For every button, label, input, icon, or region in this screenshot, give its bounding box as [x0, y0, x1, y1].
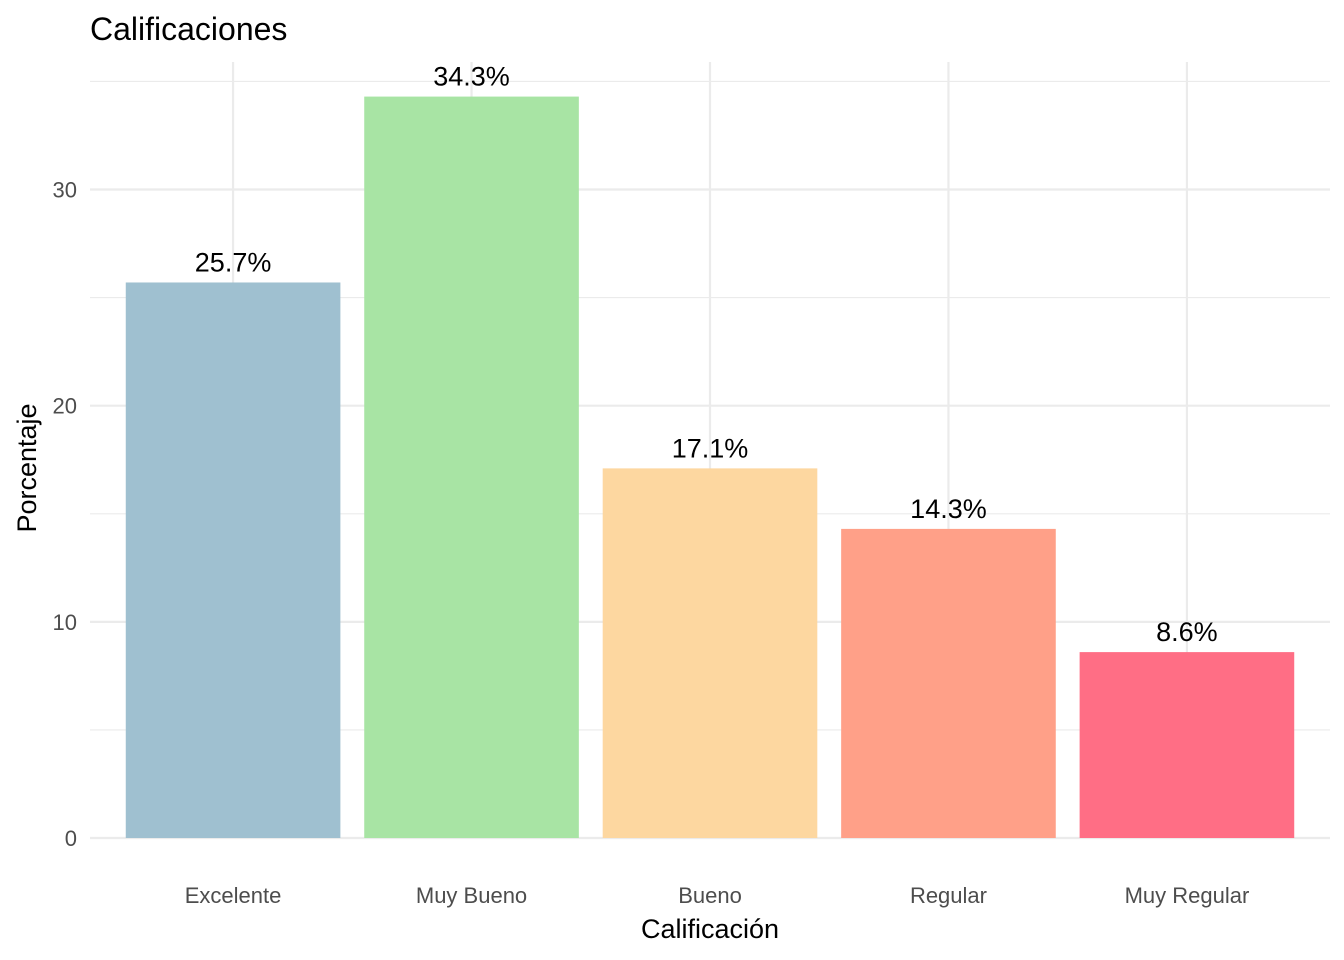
- y-tick-label: 10: [53, 610, 77, 635]
- x-tick-label: Excelente: [185, 883, 282, 908]
- y-tick-label: 20: [53, 394, 77, 419]
- label-layer: 25.7% 34.3% 17.1% 14.3% 8.6%: [195, 62, 1218, 648]
- bar-excelente: [125, 282, 341, 838]
- bar-muy-regular: [1079, 652, 1295, 838]
- data-label: 34.3%: [433, 62, 510, 92]
- data-label: 25.7%: [195, 247, 272, 277]
- x-axis-title: Calificación: [641, 914, 779, 944]
- data-label: 14.3%: [910, 494, 987, 524]
- bar-bueno: [602, 468, 818, 838]
- x-tick-label: Muy Bueno: [416, 883, 527, 908]
- tick-layer: Excelente Muy Bueno Bueno Regular Muy Regula…: [53, 178, 1250, 908]
- bar-muy-bueno: [364, 96, 579, 838]
- y-tick-label: 0: [65, 826, 77, 851]
- data-label: 17.1%: [672, 433, 749, 463]
- x-tick-label: Muy Regular: [1125, 883, 1250, 908]
- bar-layer: [125, 96, 1295, 838]
- chart-title: Calificaciones: [90, 11, 287, 47]
- data-label: 8.6%: [1156, 617, 1218, 647]
- y-tick-label: 30: [53, 178, 77, 203]
- x-tick-label: Bueno: [678, 883, 742, 908]
- x-tick-label: Regular: [910, 883, 987, 908]
- y-axis-title: Porcentaje: [12, 403, 42, 532]
- bar-regular: [841, 528, 1056, 838]
